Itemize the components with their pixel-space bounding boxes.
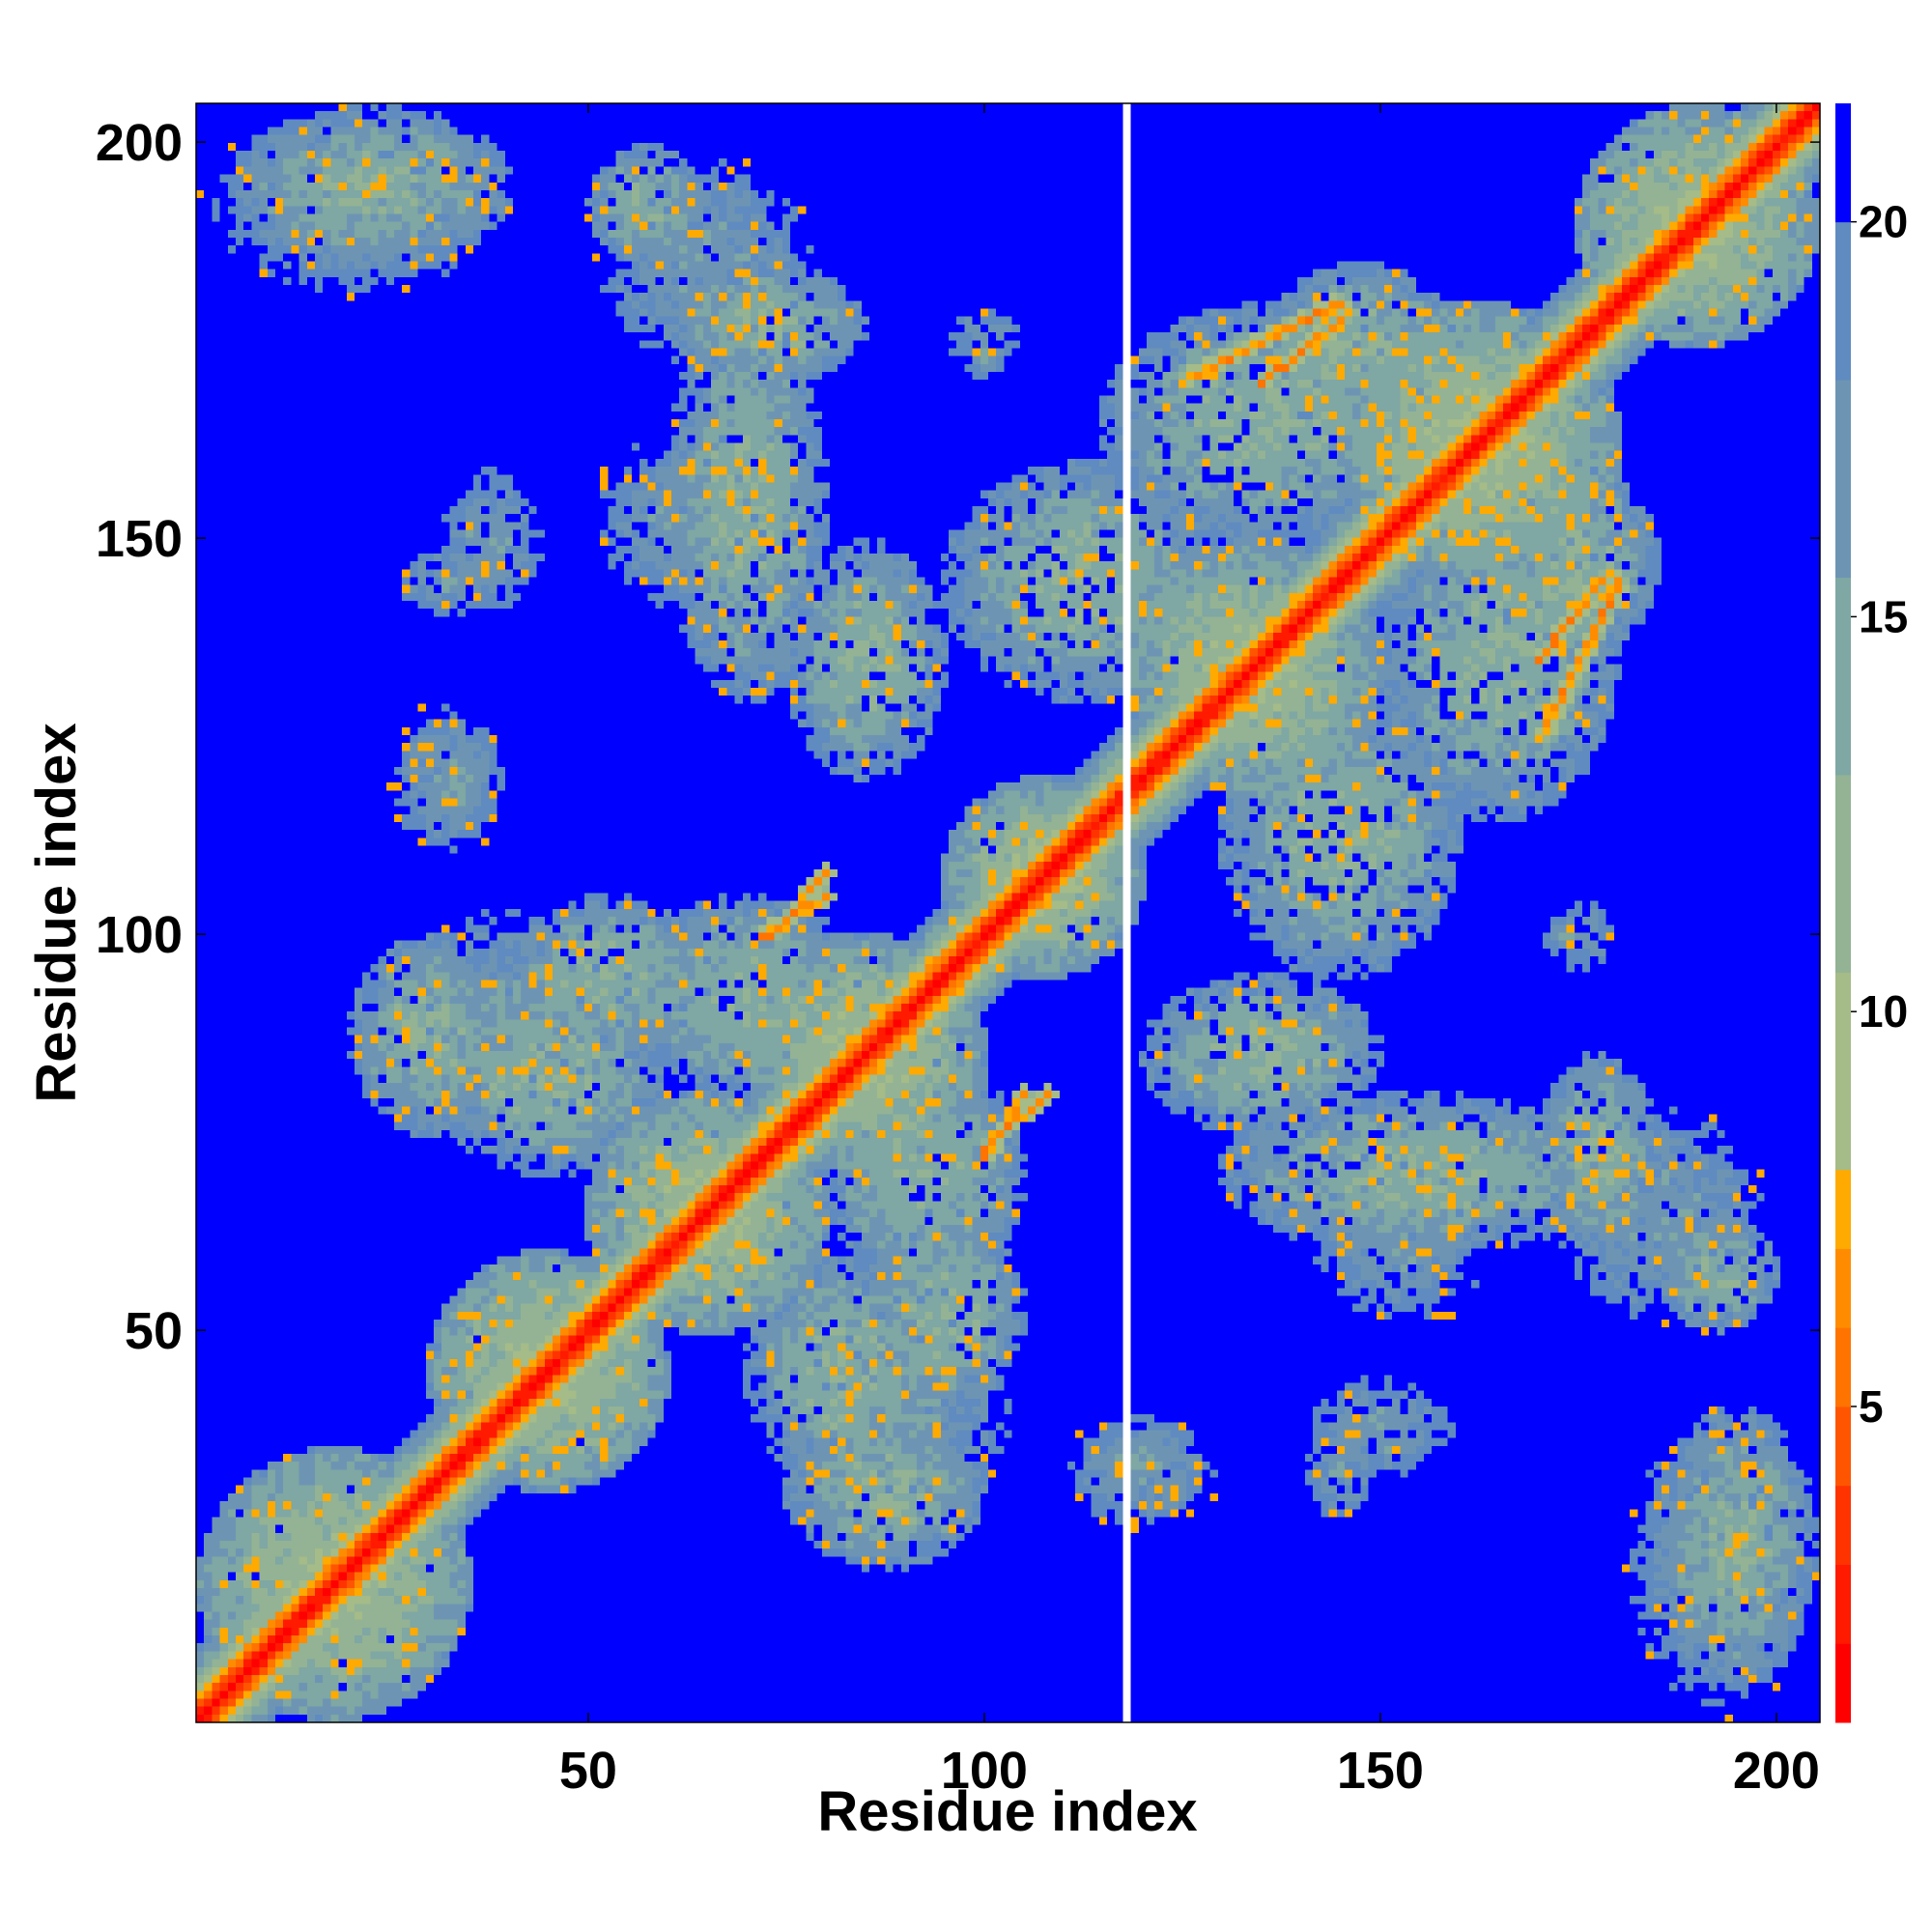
heatmap bbox=[196, 103, 1820, 1722]
colorbar: 5 10 15 20 bbox=[1835, 103, 1908, 1723]
colorbar-tick-label: 15 bbox=[1859, 591, 1908, 641]
x-axis-title: Residue index bbox=[817, 1780, 1197, 1843]
plot-frame bbox=[195, 102, 1821, 1723]
x-axis-ticks: 50 100 150 200 bbox=[559, 103, 1820, 1800]
colorbar-segment bbox=[1835, 103, 1851, 223]
colorbar-segment bbox=[1835, 221, 1851, 381]
colorbar-segment bbox=[1835, 577, 1851, 776]
colorbar-tick-label: 5 bbox=[1859, 1381, 1884, 1432]
colorbar-segment bbox=[1835, 380, 1851, 579]
x-tick-label: 200 bbox=[1733, 1742, 1820, 1800]
colorbar-segment bbox=[1835, 1169, 1851, 1249]
x-tick-label: 50 bbox=[559, 1742, 617, 1800]
colorbar-tick-label: 10 bbox=[1859, 986, 1908, 1037]
colorbar-segment bbox=[1835, 1564, 1851, 1644]
heatmap-cells bbox=[196, 103, 1820, 1722]
colorbar-tick-label: 20 bbox=[1859, 197, 1908, 247]
y-axis-ticks: 50 100 150 200 bbox=[96, 114, 1820, 1360]
y-tick-label: 150 bbox=[96, 510, 183, 568]
colorbar-segment bbox=[1835, 1327, 1851, 1407]
y-tick-label: 100 bbox=[96, 906, 183, 964]
colorbar-segment bbox=[1835, 1248, 1851, 1328]
colorbar-segment bbox=[1835, 972, 1851, 1171]
y-axis-title: Residue index bbox=[25, 723, 88, 1102]
x-tick-label: 100 bbox=[941, 1742, 1028, 1800]
colorbar-segment bbox=[1835, 1485, 1851, 1565]
plot-border bbox=[195, 102, 1821, 1723]
colorbar-segment bbox=[1835, 1406, 1851, 1487]
colorbar-segment bbox=[1835, 1643, 1851, 1723]
y-tick-label: 50 bbox=[125, 1302, 183, 1360]
y-tick-label: 200 bbox=[96, 114, 183, 172]
x-tick-label: 150 bbox=[1337, 1742, 1424, 1800]
colorbar-segment bbox=[1835, 774, 1851, 973]
